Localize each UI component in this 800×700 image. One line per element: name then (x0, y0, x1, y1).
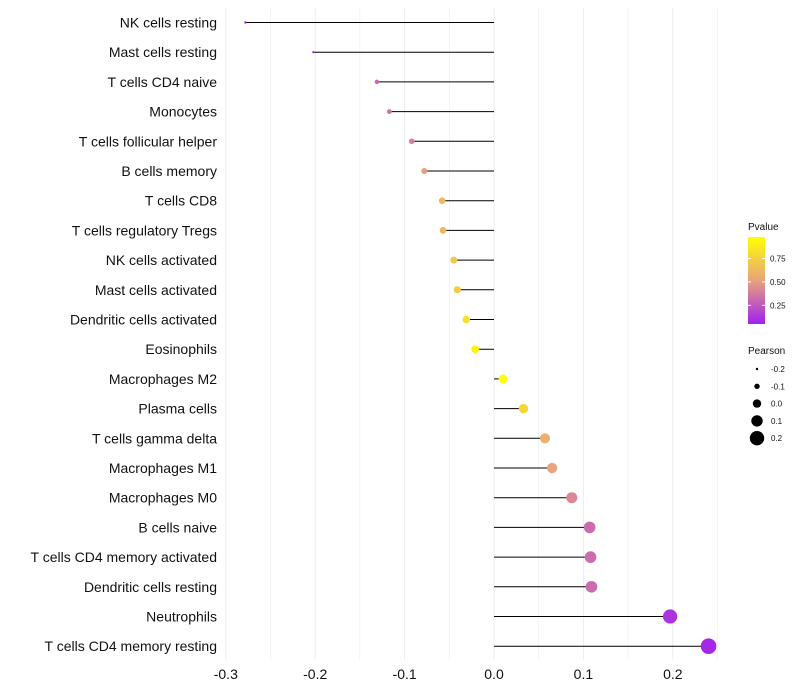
pearson-legend: Pearson -0.2 -0.1 0.0 0.1 0.2 (748, 346, 785, 446)
size-legend-label: -0.2 (771, 365, 785, 374)
lollipop-point (421, 167, 428, 175)
x-axis-ticks: -0.3 -0.2 -0.1 0.0 0.1 0.2 (214, 666, 683, 682)
colorbar-tick-label: 0.75 (770, 255, 786, 264)
category-label: T cells gamma delta (92, 430, 217, 446)
stems (245, 22, 709, 647)
colorbar-tick-label: 0.25 (770, 301, 786, 310)
lollipop-point (583, 521, 596, 534)
lollipop-point (700, 638, 717, 654)
pearson-legend-title: Pearson (748, 346, 785, 357)
pvalue-legend-title: Pvalue (748, 222, 779, 233)
lollipop-point (585, 580, 598, 593)
category-label: NK cells resting (120, 15, 217, 31)
category-label: Dendritic cells resting (84, 579, 217, 595)
category-label: Macrophages M1 (109, 460, 217, 476)
size-legend-label: 0.1 (771, 417, 783, 426)
x-tick-label: 0.0 (484, 666, 504, 682)
lollipop-point (518, 403, 529, 414)
lollipop-point (566, 492, 578, 504)
size-legend-key (749, 431, 765, 446)
size-legend-key (755, 367, 759, 371)
size-legend-label: 0.0 (771, 400, 783, 409)
lollipop-point (471, 345, 480, 354)
category-label: T cells CD4 memory resting (45, 638, 217, 654)
category-label: B cells memory (121, 163, 217, 179)
x-tick-label: -0.2 (303, 666, 327, 682)
lollipop-point (546, 462, 558, 474)
lollipop-point (662, 609, 678, 624)
category-label: Macrophages M0 (109, 490, 217, 506)
category-label: T cells follicular helper (79, 133, 218, 149)
x-tick-label: 0.1 (574, 666, 594, 682)
category-label: Macrophages M2 (109, 371, 217, 387)
lollipop-point (408, 138, 415, 145)
category-label: Eosinophils (145, 341, 217, 357)
category-label: Monocytes (149, 104, 217, 120)
lollipop-point (450, 256, 458, 264)
category-labels: NK cells resting Mast cells resting T cell… (31, 15, 218, 655)
lollipop-point (453, 286, 461, 294)
category-label: NK cells activated (106, 252, 217, 268)
lollipop-point (539, 433, 551, 444)
category-label: Plasma cells (138, 401, 217, 417)
pvalue-legend: Pvalue 0.25 0.50 0.75 (748, 222, 786, 324)
lollipop-point (312, 51, 315, 54)
colorbar-tick-label: 0.50 (770, 278, 786, 287)
category-label: T cells CD8 (145, 193, 217, 209)
size-legend-label: -0.1 (771, 382, 785, 391)
category-label: Mast cells resting (109, 44, 217, 60)
size-legend-key (754, 383, 760, 389)
category-label: Dendritic cells activated (70, 312, 217, 328)
points (244, 21, 717, 654)
lollipop-point (498, 374, 508, 384)
size-legend-label: 0.2 (771, 434, 783, 443)
lollipop-point (244, 21, 247, 24)
category-label: T cells CD4 naive (108, 74, 218, 90)
category-label: Neutrophils (146, 609, 217, 625)
lollipop-point (386, 109, 392, 115)
category-label: T cells regulatory Tregs (72, 222, 217, 238)
lollipop-point (462, 315, 471, 324)
size-legend-key (752, 399, 762, 408)
category-label: T cells CD4 memory activated (31, 549, 217, 565)
category-label: Mast cells activated (95, 282, 217, 298)
size-legend-key (751, 415, 763, 427)
grid-lines (225, 8, 718, 660)
lollipop-point (438, 197, 446, 205)
lollipop-point (439, 227, 447, 234)
lollipop-point (584, 551, 597, 563)
pvalue-colorbar (748, 237, 765, 324)
x-tick-label: 0.2 (663, 666, 683, 682)
x-tick-label: -0.3 (214, 666, 238, 682)
x-tick-label: -0.1 (393, 666, 417, 682)
category-label: B cells naive (138, 519, 217, 535)
lollipop-point (374, 79, 380, 85)
